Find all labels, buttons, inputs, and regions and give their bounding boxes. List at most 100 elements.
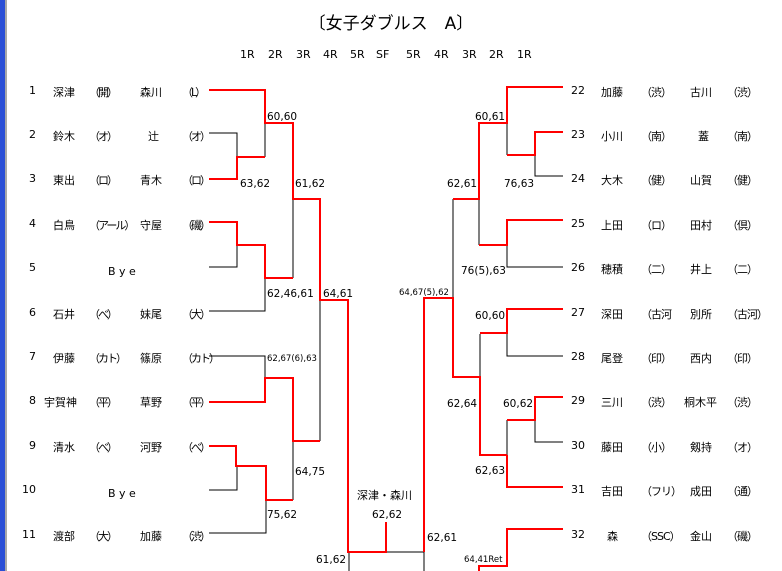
winner-path-line — [209, 221, 293, 279]
player2-club: （倶） — [727, 219, 758, 232]
player2-name: 田村 — [690, 219, 712, 232]
match-score: 60,60 — [267, 111, 298, 123]
bracket-line — [506, 245, 563, 268]
player1-club: （健） — [641, 174, 672, 187]
player1-club: （べ） — [89, 441, 118, 454]
entry-number: 9 — [29, 439, 36, 452]
player1-name: 穂積 — [601, 263, 623, 276]
player1-club: （SSC） — [641, 530, 681, 543]
player2-club: （L） — [182, 86, 206, 99]
player2-name: 青木 — [140, 174, 162, 187]
player2-club: （古河） — [727, 308, 768, 321]
entry-number: 30 — [571, 439, 585, 452]
player1-name: 三川 — [601, 396, 623, 409]
bracket-line — [209, 132, 238, 157]
entry-number: 32 — [571, 528, 585, 541]
player1-club: （ロ） — [89, 174, 118, 187]
player1-name: 鈴木 — [53, 130, 75, 143]
player2-name: 成田 — [690, 485, 712, 498]
winner-path-line — [209, 89, 387, 553]
player2-name: 篠原 — [140, 352, 162, 365]
player2-club: （べ） — [182, 441, 211, 454]
player2-club: （オ） — [727, 441, 758, 454]
match-score: 63,62 — [240, 178, 271, 190]
bracket-line — [386, 551, 425, 571]
round-header-right: 2R — [489, 48, 504, 61]
player2-name: 森川 — [140, 86, 162, 99]
player2-name: 金山 — [690, 530, 712, 543]
player1-name: 大木 — [601, 174, 623, 187]
match-score: 60,60 — [475, 310, 506, 322]
player2-club: （南） — [727, 130, 758, 143]
player2-club: （渋） — [727, 86, 758, 99]
match-score: 62,63 — [475, 465, 506, 477]
player1-club: （南） — [641, 130, 672, 143]
player2-club: （ロ） — [182, 174, 211, 187]
match-score: 62,61 — [447, 178, 478, 190]
match-score: 62,62 — [372, 509, 403, 521]
player2-club: （二） — [727, 263, 758, 276]
player1-club: （小） — [641, 441, 672, 454]
entry-number: 28 — [571, 350, 585, 363]
entry-number: 22 — [571, 84, 585, 97]
entry-number: 8 — [29, 394, 36, 407]
player1-name: 伊藤 — [53, 352, 75, 365]
player1-club: （印） — [641, 352, 672, 365]
player1-club: （開） — [89, 86, 118, 99]
page-title: 〔女子ダブルス A〕 — [308, 14, 474, 34]
player2-name: 井上 — [690, 263, 712, 276]
bracket-line — [534, 420, 563, 443]
player1-name: 白鳥 — [53, 219, 75, 232]
match-score: 62,46,61 — [267, 288, 314, 300]
player2-club: （平） — [182, 396, 211, 409]
player1-name: 深津 — [53, 86, 75, 99]
player2-club: （健） — [727, 174, 758, 187]
match-score: 61,62 — [295, 178, 326, 190]
entry-number: 6 — [29, 306, 36, 319]
bracket-line — [209, 355, 266, 378]
player1-club: （オ） — [89, 130, 118, 143]
bracket-line — [209, 245, 238, 268]
winner-path-line — [507, 396, 563, 421]
player2-club: （磯） — [182, 219, 211, 232]
match-score: 64,41Ret — [464, 555, 503, 565]
entry-number: 29 — [571, 394, 585, 407]
player2-name: 剱持 — [690, 441, 712, 454]
match-score: 62,61 — [427, 532, 458, 544]
player2-club: （大） — [182, 308, 211, 321]
round-header-right: 5R — [406, 48, 421, 61]
round-header-left: 2R — [268, 48, 283, 61]
round-header-left: 4R — [323, 48, 338, 61]
player2-name: 加藤 — [140, 530, 162, 543]
player2-name: 別所 — [690, 308, 712, 321]
match-score: 61,62 — [316, 554, 347, 566]
player1-club: （古河 — [641, 308, 672, 321]
match-score: 64,75 — [295, 466, 326, 478]
entry-number: 26 — [571, 261, 585, 274]
player1-club: （ロ） — [641, 219, 672, 232]
player2-name: 辻 — [148, 130, 159, 143]
round-header-left: 3R — [296, 48, 311, 61]
player2-name: 蓋 — [698, 130, 709, 143]
winner-path-line — [209, 445, 293, 501]
player1-name: 渡部 — [53, 530, 75, 543]
round-header-right: 3R — [462, 48, 477, 61]
player1-name: 小川 — [601, 130, 623, 143]
window-edge — [0, 0, 5, 571]
player2-club: （通） — [727, 485, 758, 498]
match-score: 60,61 — [475, 111, 506, 123]
player1-name: 加藤 — [601, 86, 623, 99]
winner-path-line — [507, 131, 563, 156]
match-score: 75,62 — [267, 509, 298, 521]
bracket-line — [209, 278, 266, 312]
bracket-line — [209, 500, 267, 534]
entry-number: 23 — [571, 128, 585, 141]
player1-club: （フリ） — [641, 485, 682, 498]
player2-club: （渋） — [727, 396, 758, 409]
champion-label: 深津・森川 — [357, 489, 412, 502]
bye-label: B y e — [108, 487, 136, 500]
winner-path-line — [453, 86, 563, 200]
entry-number: 4 — [29, 217, 36, 230]
entry-number: 11 — [22, 528, 36, 541]
entry-number: 2 — [29, 128, 36, 141]
